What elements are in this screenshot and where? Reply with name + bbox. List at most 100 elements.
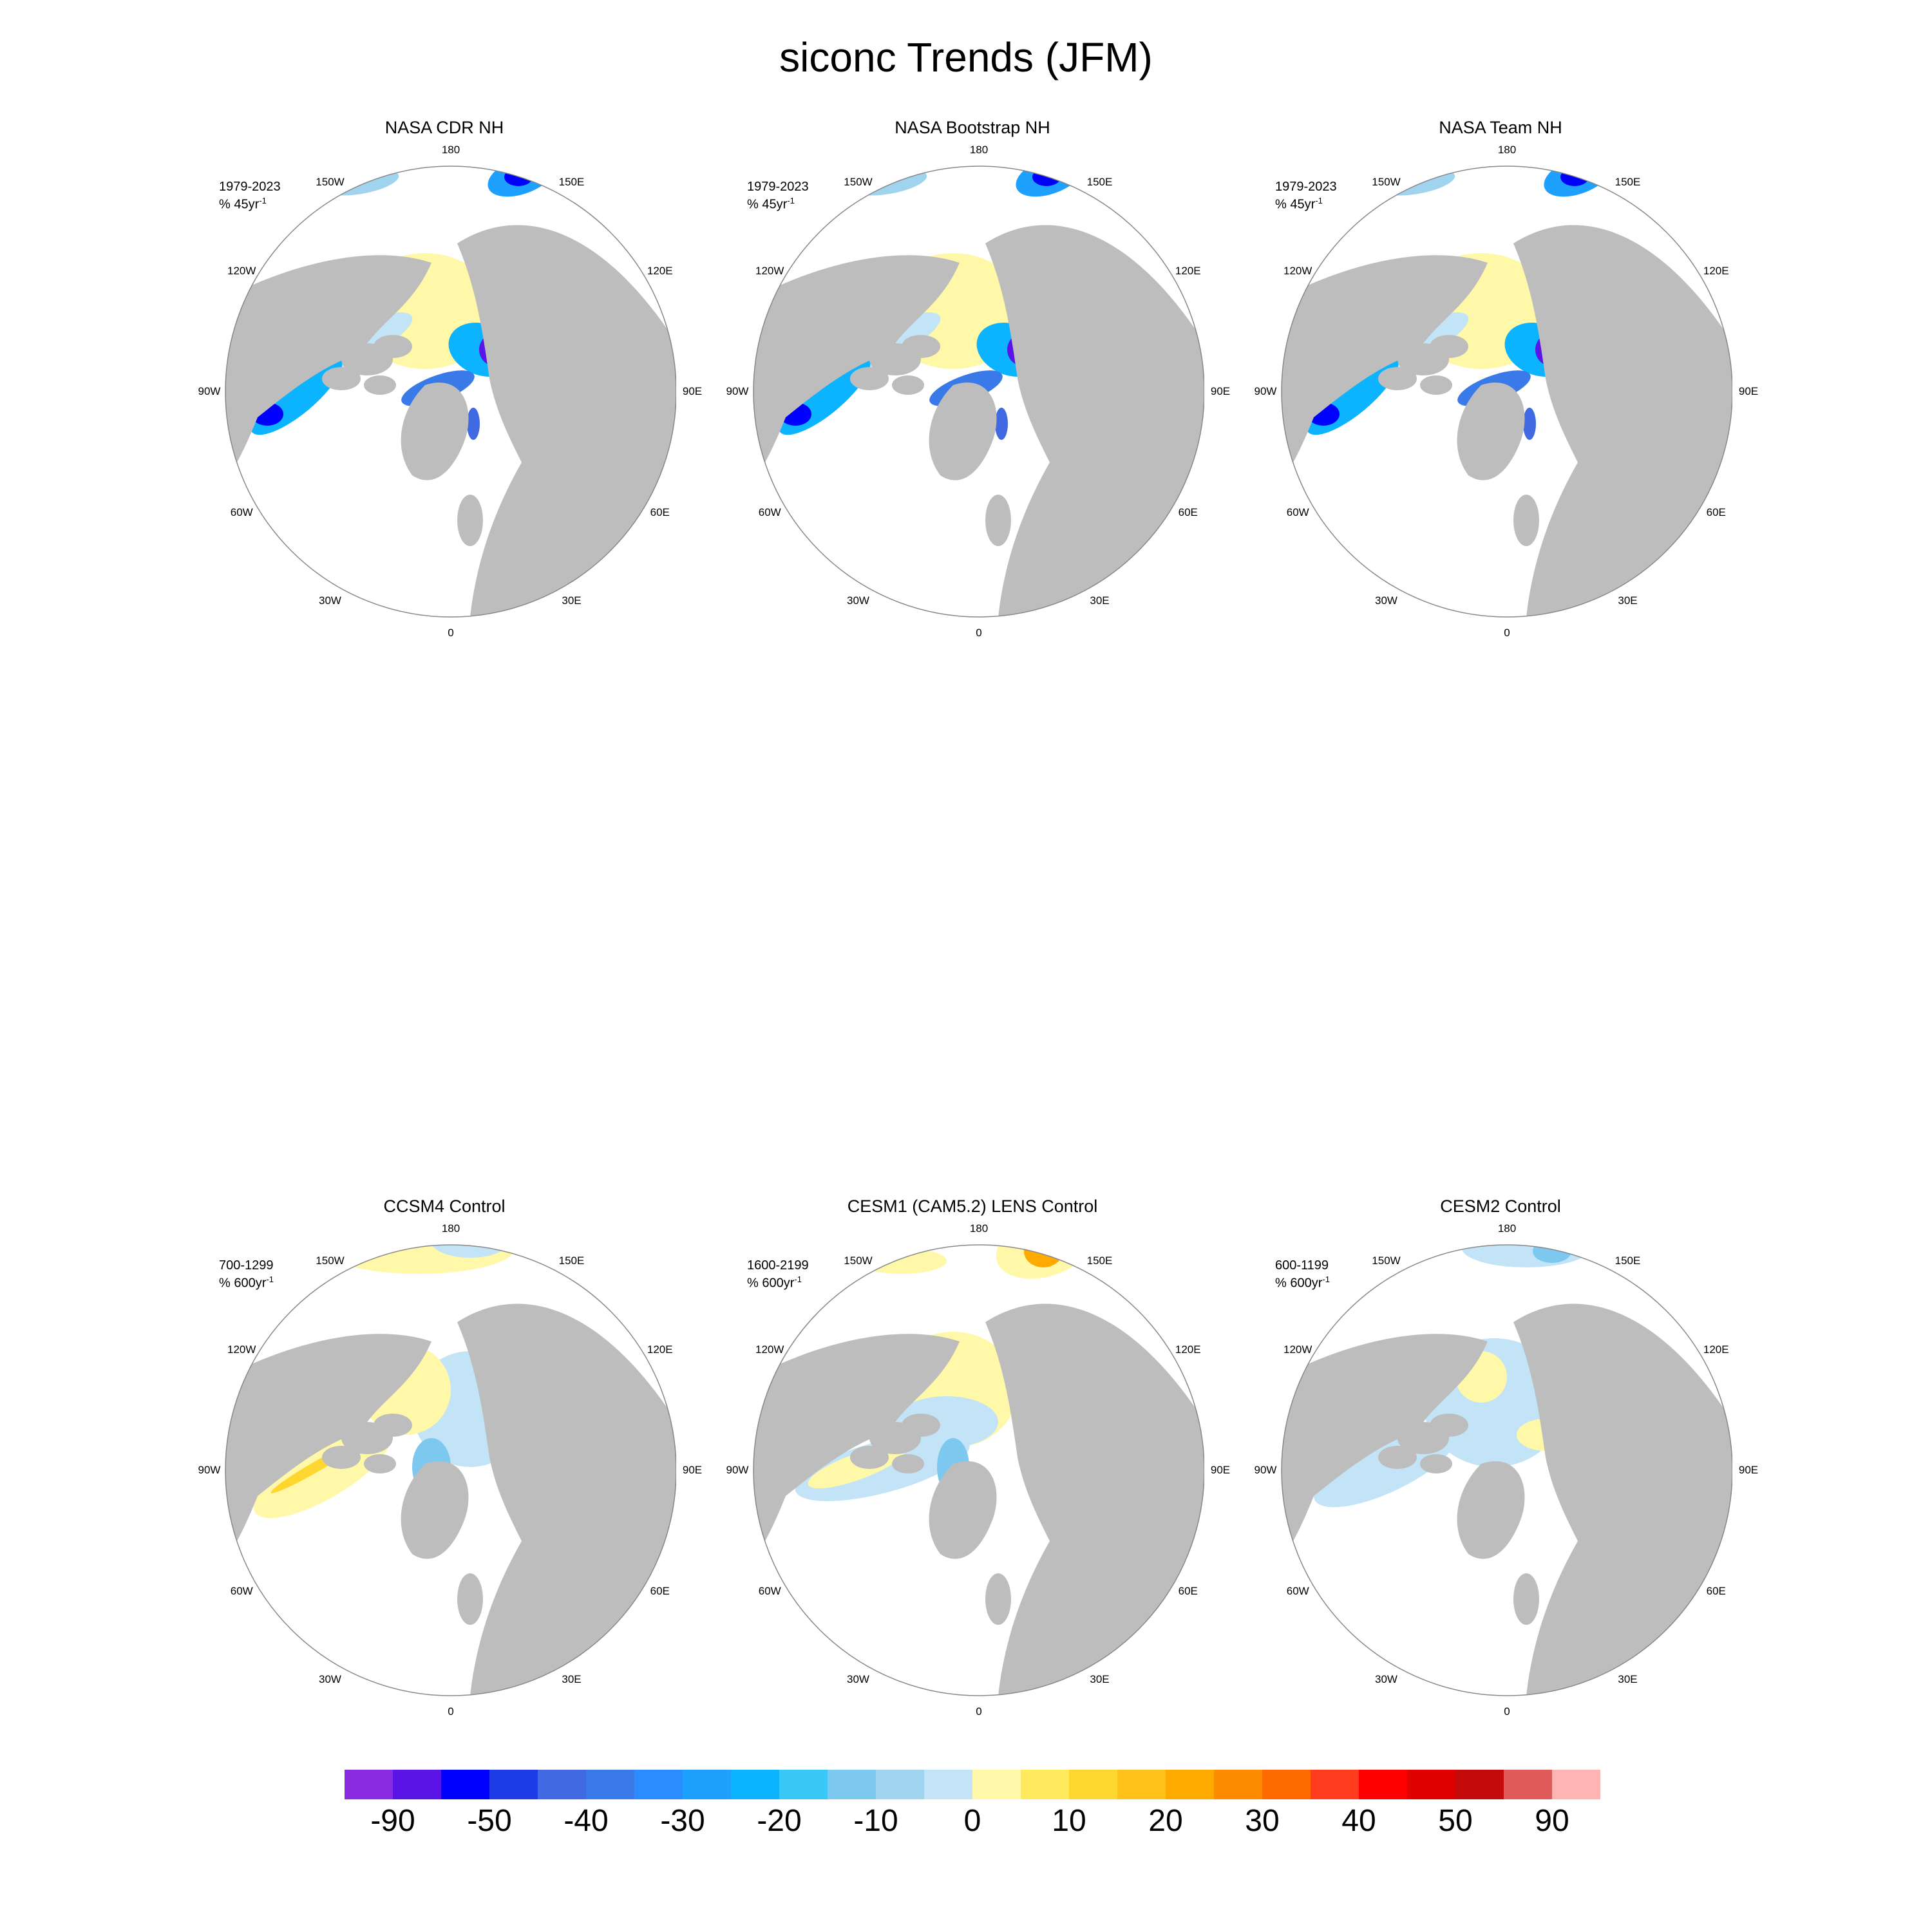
island [374, 1414, 412, 1437]
colorbar-tick-label: 90 [1535, 1804, 1569, 1838]
colorbar-tick-label: 40 [1341, 1804, 1376, 1838]
north-america-landmass [225, 1334, 431, 1567]
panel-info: 1979-2023% 45yr-1 [747, 180, 809, 212]
panel-title: NASA Bootstrap NH [895, 118, 1050, 137]
longitude-label: 60W [1286, 506, 1309, 518]
greenland-landmass [401, 1461, 469, 1559]
longitude-label: 90E [1210, 385, 1231, 397]
longitude-label: 30W [847, 1672, 869, 1685]
panel-info: 700-1299% 600yr-1 [219, 1258, 274, 1291]
period-label: 1979-2023 [219, 180, 281, 194]
greenland-landmass [401, 383, 469, 480]
british-isles [985, 495, 1011, 546]
colorbar-swatch [634, 1770, 683, 1799]
longitude-label: 90E [1738, 385, 1759, 397]
longitude-label: 150E [558, 1255, 585, 1267]
longitude-label: 120E [1703, 264, 1729, 277]
longitude-label: 30E [1618, 594, 1638, 607]
colorbar-swatch [1504, 1770, 1552, 1799]
island [850, 367, 889, 390]
unit-exponent: -1 [787, 196, 795, 205]
longitude-label: 150W [316, 1255, 345, 1267]
colorbar-swatch [779, 1770, 828, 1799]
longitude-label: 120W [227, 264, 256, 277]
island [850, 1446, 889, 1469]
longitude-label: 150E [1615, 1255, 1641, 1267]
colorbar-swatch [1407, 1770, 1455, 1799]
british-isles [1513, 1573, 1539, 1625]
map-border [1281, 166, 1732, 618]
longitude-label: 120E [647, 1343, 673, 1356]
polar-map [225, 1244, 676, 1696]
map-panel: CCSM4 Control 700-1299% 600yr-1 180 150E 120… [198, 1197, 703, 1718]
longitude-label: 0 [976, 627, 982, 639]
longitude-label: 180 [1497, 1222, 1517, 1235]
longitude-label: 150W [844, 1255, 873, 1267]
colorbar-swatch [731, 1770, 779, 1799]
colorbar-swatch [538, 1770, 586, 1799]
greenland-landmass [929, 383, 997, 480]
island [1430, 335, 1468, 358]
okhotsk-dark-region [504, 168, 533, 186]
longitude-label: 120E [1175, 1343, 1201, 1356]
longitude-label: 150W [316, 176, 345, 189]
colorbar-tick-label: -40 [564, 1804, 609, 1838]
longitude-label: 0 [1504, 627, 1510, 639]
longitude-label: 90W [726, 1464, 749, 1476]
longitude-label: 30E [562, 1672, 582, 1685]
longitude-label: 60W [230, 1584, 253, 1597]
colorbar-labels: -90 -50 -40 -30 -20 -10 0 10 20 30 40 50 90 [345, 1803, 1600, 1848]
colorbar-tick-label: 0 [963, 1804, 981, 1838]
longitude-label: 30E [562, 594, 582, 607]
unit-label: % 600yr-1 [1275, 1273, 1330, 1291]
island [1430, 1414, 1468, 1437]
map-content [753, 166, 1204, 617]
longitude-label: 120W [227, 1343, 256, 1356]
map-panel: NASA Bootstrap NH 1979-2023% 45yr-1 180 150… [726, 118, 1231, 639]
unit-text: % 45yr [747, 197, 788, 212]
island [364, 375, 396, 395]
colorbar-swatch [1069, 1770, 1117, 1799]
period-label: 1979-2023 [1275, 180, 1337, 194]
map-content [1282, 166, 1732, 617]
map-content [225, 1245, 676, 1696]
colorbar-tick-label: -10 [853, 1804, 898, 1838]
british-isles [457, 495, 483, 546]
colorbar-swatch [586, 1770, 634, 1799]
colorbar-tick-label: 30 [1245, 1804, 1280, 1838]
island [1420, 1454, 1452, 1473]
panel-title: CESM1 (CAM5.2) LENS Control [847, 1197, 1098, 1216]
longitude-label: 150E [1086, 176, 1113, 189]
colorbar-tick-label: -30 [660, 1804, 705, 1838]
polar-map [753, 1244, 1204, 1696]
baltic-blue-region [995, 408, 1008, 440]
map-panel: CESM2 Control 600-1199% 600yr-1 180 150E 120… [1255, 1197, 1759, 1718]
eurasia-landmass [1513, 1303, 1732, 1696]
longitude-label: 30E [1618, 1672, 1638, 1685]
north-america-landmass [753, 255, 960, 488]
colorbar-tick-label: 50 [1438, 1804, 1473, 1838]
map-content [1282, 1245, 1732, 1696]
longitude-label: 0 [448, 1705, 454, 1718]
island [1378, 1446, 1417, 1469]
longitude-label: 180 [441, 144, 460, 156]
colorbar-tick-label: 10 [1052, 1804, 1086, 1838]
unit-exponent: -1 [266, 1274, 274, 1284]
eurasia-landmass [1513, 225, 1732, 617]
longitude-label: 120W [1283, 1343, 1312, 1356]
panel-info: 1600-2199% 600yr-1 [747, 1258, 809, 1291]
longitude-label: 120E [647, 264, 673, 277]
unit-label: % 600yr-1 [219, 1273, 274, 1291]
colorbar-swatch [1262, 1770, 1311, 1799]
map-border [753, 1244, 1204, 1696]
colorbar-swatch [876, 1770, 924, 1799]
colorbar-swatch [441, 1770, 489, 1799]
longitude-label: 30W [847, 594, 869, 607]
north-america-landmass [1282, 1334, 1488, 1567]
unit-text: % 45yr [1275, 197, 1316, 212]
unit-text: % 600yr [1275, 1276, 1323, 1291]
colorbar-swatch [1117, 1770, 1166, 1799]
unit-exponent: -1 [1322, 1274, 1330, 1284]
colorbar-swatch [1311, 1770, 1359, 1799]
island [322, 1446, 361, 1469]
